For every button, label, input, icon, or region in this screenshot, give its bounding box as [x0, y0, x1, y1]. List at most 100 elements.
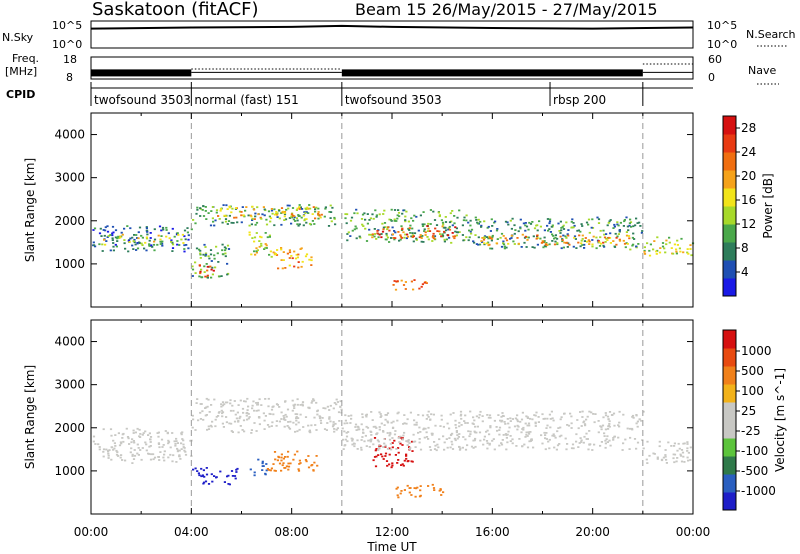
- data-cell: [565, 221, 568, 224]
- data-cell: [447, 227, 450, 229]
- data-cell: [439, 425, 442, 427]
- data-cell: [440, 414, 443, 417]
- data-cell: [588, 443, 591, 446]
- data-cell: [205, 473, 209, 476]
- data-cell: [610, 414, 614, 416]
- data-cell: [368, 233, 371, 236]
- data-cell: [631, 236, 634, 239]
- data-cell: [127, 250, 130, 253]
- data-cell: [608, 423, 611, 425]
- data-cell: [591, 245, 594, 248]
- data-cell: [213, 257, 216, 260]
- data-cell: [486, 442, 489, 445]
- data-cell: [280, 469, 283, 472]
- data-cell: [512, 240, 515, 243]
- data-cell: [182, 242, 185, 244]
- nsky-label: N.Sky: [2, 31, 34, 44]
- data-cell: [489, 247, 492, 250]
- data-cell: [689, 446, 692, 449]
- data-cell: [300, 247, 303, 250]
- data-cell: [543, 240, 546, 242]
- data-cell: [219, 470, 222, 473]
- data-cell: [130, 441, 133, 444]
- data-cell: [343, 430, 346, 433]
- data-cell: [373, 235, 376, 238]
- data-cell: [244, 209, 247, 212]
- data-cell: [380, 415, 383, 417]
- data-cell: [374, 465, 378, 468]
- x-tick-label: 20:00: [575, 525, 610, 539]
- data-cell: [552, 419, 555, 422]
- data-cell: [386, 236, 390, 239]
- data-cell: [230, 422, 233, 425]
- data-cell: [207, 428, 211, 430]
- data-cell: [346, 213, 349, 216]
- data-cell: [270, 467, 273, 470]
- data-cell: [146, 231, 149, 233]
- data-cell: [403, 489, 406, 491]
- data-cell: [268, 425, 271, 428]
- data-cell: [178, 449, 181, 452]
- data-cell: [298, 463, 301, 465]
- data-cell: [296, 403, 299, 406]
- data-cell: [623, 242, 627, 245]
- data-cell: [391, 226, 394, 229]
- data-cell: [546, 424, 549, 427]
- data-cell: [314, 210, 317, 213]
- data-cell: [106, 236, 109, 238]
- data-cell: [346, 422, 349, 425]
- data-cell: [180, 238, 183, 241]
- data-cell: [190, 228, 193, 231]
- data-cell: [109, 428, 113, 431]
- data-cell: [489, 230, 492, 232]
- data-cell: [606, 415, 610, 418]
- data-cell: [133, 241, 136, 244]
- data-cell: [483, 242, 486, 245]
- data-cell: [276, 212, 279, 215]
- data-cell: [676, 239, 679, 242]
- data-cell: [262, 412, 265, 415]
- data-cell: [586, 438, 589, 440]
- data-cell: [433, 441, 436, 443]
- data-cell: [132, 429, 135, 432]
- data-cell: [369, 439, 372, 441]
- data-cell: [114, 229, 118, 232]
- data-cell: [570, 226, 573, 229]
- data-cell: [573, 235, 577, 238]
- data-cell: [414, 487, 418, 490]
- data-cell: [425, 436, 429, 438]
- data-cell: [628, 448, 631, 450]
- data-cell: [261, 213, 264, 216]
- data-cell: [474, 216, 477, 219]
- data-cell: [292, 421, 295, 424]
- data-cell: [322, 407, 325, 409]
- data-cell: [443, 240, 446, 243]
- data-cell: [628, 222, 631, 225]
- data-cell: [125, 427, 128, 430]
- data-cell: [391, 442, 394, 444]
- data-cell: [448, 427, 451, 430]
- data-cell: [204, 210, 207, 212]
- data-cell: [332, 421, 335, 423]
- data-cell: [462, 436, 465, 438]
- data-cell: [148, 432, 151, 435]
- data-cell: [437, 211, 440, 214]
- data-cell: [521, 428, 524, 430]
- data-cell: [224, 247, 228, 250]
- data-cell: [206, 405, 209, 408]
- data-cell: [570, 427, 573, 429]
- velocity-colorbar-swatch: [723, 348, 736, 367]
- data-cell: [284, 456, 287, 458]
- y-axis-label: Slant Range [km]: [23, 365, 37, 469]
- data-cell: [147, 434, 150, 436]
- data-cell: [197, 419, 200, 422]
- data-cell: [167, 439, 170, 442]
- data-cell: [469, 224, 472, 227]
- data-cell: [282, 415, 285, 417]
- data-cell: [374, 425, 377, 428]
- data-cell: [360, 218, 364, 220]
- data-cell: [544, 243, 547, 246]
- data-cell: [454, 439, 457, 442]
- power-colorbar-swatch: [723, 206, 736, 225]
